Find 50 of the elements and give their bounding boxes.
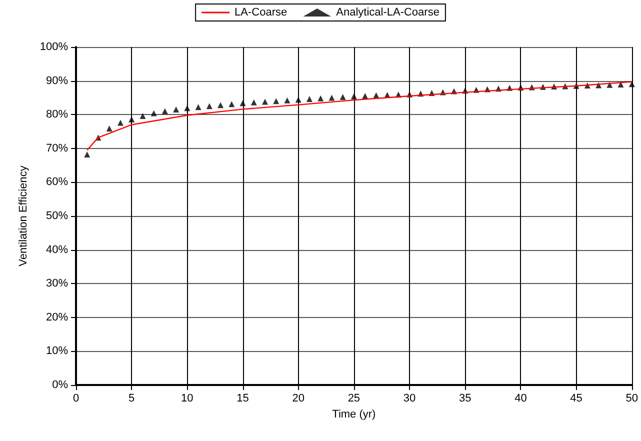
point bbox=[150, 110, 157, 116]
point bbox=[328, 94, 335, 101]
x-tick-label: 15 bbox=[236, 392, 249, 404]
x-tick-label: 10 bbox=[181, 392, 194, 404]
point bbox=[228, 101, 235, 108]
y-tick-label: 20% bbox=[46, 311, 68, 324]
point bbox=[195, 104, 202, 110]
x-tick-label: 40 bbox=[514, 392, 527, 404]
y-tick-label: 80% bbox=[46, 108, 68, 121]
point bbox=[273, 98, 280, 104]
point bbox=[218, 102, 224, 108]
point bbox=[340, 94, 346, 100]
y-tick-label: 70% bbox=[46, 142, 68, 154]
point bbox=[184, 105, 190, 112]
y-tick-label: 50% bbox=[46, 210, 68, 222]
x-tick-label: 30 bbox=[403, 392, 416, 404]
x-tick-label: 20 bbox=[292, 392, 304, 404]
y-axis-title: Ventilation Efficiency bbox=[17, 165, 30, 266]
x-tick-label: 50 bbox=[626, 392, 638, 404]
y-tick-label: 10% bbox=[46, 345, 68, 358]
x-tick-label: 5 bbox=[128, 392, 135, 404]
point bbox=[84, 151, 90, 158]
y-tick-label: 30% bbox=[46, 278, 68, 290]
x-tick-label: 35 bbox=[458, 392, 472, 404]
x-tick-label: 45 bbox=[570, 392, 582, 404]
point bbox=[262, 98, 268, 105]
x-tick-label: 0 bbox=[72, 392, 80, 404]
y-tick-label: 60% bbox=[46, 176, 68, 188]
y-tick-label: 40% bbox=[46, 244, 68, 256]
y-tick-label: 0% bbox=[52, 379, 68, 391]
point bbox=[206, 103, 212, 110]
x-tick-label: 25 bbox=[348, 392, 360, 404]
point bbox=[140, 112, 146, 119]
point bbox=[162, 108, 168, 114]
point bbox=[350, 93, 357, 100]
point bbox=[240, 100, 246, 106]
legend-label: LA-Coarse bbox=[234, 6, 288, 18]
y-tick-label: 90% bbox=[46, 74, 68, 87]
point bbox=[618, 82, 624, 88]
point bbox=[306, 96, 312, 102]
legend-label: Analytical-LA-Coarse bbox=[336, 6, 440, 18]
point bbox=[250, 99, 257, 106]
point bbox=[318, 95, 324, 102]
point bbox=[117, 120, 124, 126]
point bbox=[173, 106, 180, 113]
x-axis-title: Time (yr) bbox=[332, 408, 376, 420]
point bbox=[284, 97, 290, 104]
point bbox=[606, 82, 613, 88]
y-tick-label: 100% bbox=[40, 41, 68, 53]
point bbox=[106, 125, 112, 132]
